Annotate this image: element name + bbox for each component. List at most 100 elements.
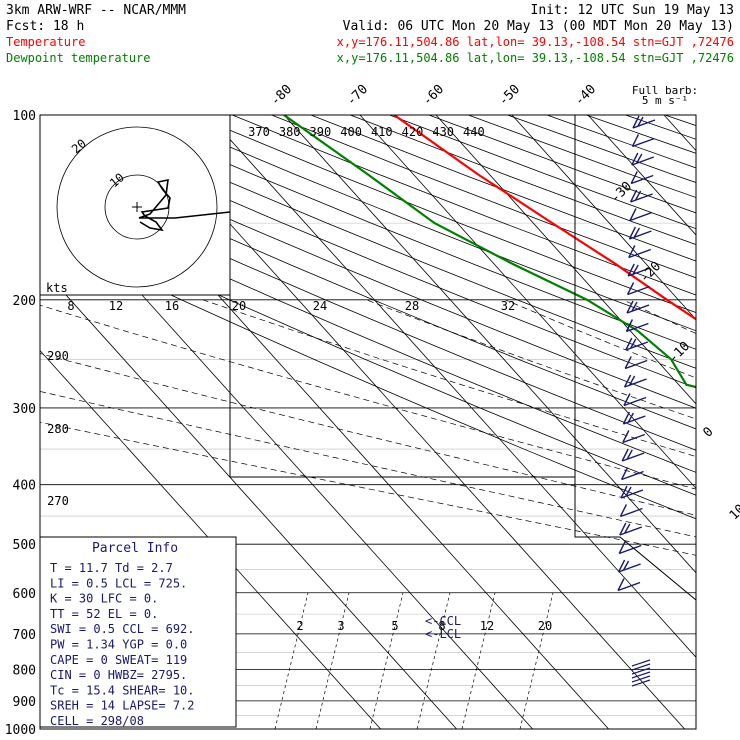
wind-barb-flag [620,467,629,480]
wind-barb [628,248,652,259]
wind-barb-flag [637,116,644,127]
pressure-tick-label: 700 [13,628,36,643]
wind-barb [631,679,651,687]
dry-adiabat [192,115,696,314]
moist-adiabat [40,421,696,556]
pressure-tick-label: 100 [13,109,36,124]
dry-adiabat [40,134,696,409]
wind-barb-flag [619,522,627,536]
theta-label-left: 280 [47,422,69,436]
wind-barb-flag [631,152,639,166]
theta-label: 430 [432,125,454,139]
valid-time: Valid: 06 UTC Mon 20 May 13 (00 MDT Mon … [343,19,734,34]
pressure-tick-label: 200 [13,294,36,309]
hodograph-trace [138,178,231,232]
wind-barb [623,396,647,407]
wind-barb [627,285,650,296]
wind-barb [624,378,647,388]
mixing-ratio-line [416,592,451,729]
theta-label: 420 [402,125,424,139]
pressure-tick-label: 300 [13,402,36,417]
wind-legend-unit: 5 m s⁻¹ [642,94,688,107]
skewed-temp-label: -80 [268,82,295,109]
wind-barb [620,507,643,518]
wind-barb-flag [634,190,642,201]
dry-adiabat [232,115,696,296]
dry-adiabat [625,115,696,140]
mixing-ratio-label: 12 [480,619,494,633]
wind-barb [626,304,650,314]
wind-barb-flag [630,171,638,184]
isotherm-line [283,115,696,574]
theta-label: 380 [279,125,301,139]
wind-barb-flag [623,393,631,406]
wind-barb [629,230,652,240]
theta-label: 400 [340,125,362,139]
dewpoint-point [637,330,640,333]
dewpoint-point [367,173,369,176]
dry-adiabat [40,233,696,520]
mixing-ratio-line [369,592,404,729]
inset-frame [229,114,576,478]
wind-legend-title: Full barb: [632,84,698,97]
temperature-point [666,299,668,301]
parcel-info-row: CIN = 0 HWBZ= 2795. [50,668,187,682]
parcel-info-row: CAPE = 0 SWEAT= 119 [50,653,187,667]
mixing-ratio-label: 20 [538,619,552,633]
wind-barb-flag [632,264,639,275]
wind-barb [624,359,648,370]
wind-barb-flag [617,578,625,591]
dry-adiabat [40,212,696,496]
dry-adiabat [586,115,696,154]
parcel-info-row: T = 11.7 Td = 2.7 [50,561,173,575]
moist-adiabat [40,391,696,538]
wind-barb [622,433,646,444]
pressure-tick-label: 600 [13,587,36,602]
hodograph-x-tick: 8 [67,299,74,313]
wind-barb [620,489,644,499]
theta-label: 440 [463,125,485,139]
wind-barb [632,119,656,129]
wind-barb-flag [625,337,633,351]
wind-barb-flag [621,448,629,462]
wind-barb [625,341,649,351]
temperature-point [551,222,554,224]
dry-adiabat [468,115,696,198]
parcel-info-row: Tc = 15.4 SHEAR= 10. [50,683,195,697]
wind-barb [630,193,653,203]
wind-barb-flag [625,319,634,332]
mixing-ratio-label: 8 [438,619,445,633]
hodograph-x-tick: 16 [165,299,179,313]
dry-adiabat [40,172,696,451]
init-time: Init: 12 UTC Sun 19 May 13 [531,3,735,18]
moist-adiabat [40,353,696,516]
wind-barb-flag [617,559,626,573]
temperature-point [713,330,715,332]
dry-adiabat [40,152,696,430]
wind-barb [619,526,643,536]
mixing-ratio-line [315,592,350,729]
dewpoint-point [433,222,436,224]
wind-barb-flag [636,153,643,164]
dewpoint-point [670,358,672,361]
wind-barb [631,663,651,671]
wind-barb [630,174,654,185]
forecast-hour: Fcst: 18 h [6,19,84,34]
wind-barb-flag [633,227,641,238]
theta-label-left: 290 [47,349,69,363]
dewpoint-legend: Dewpoint temperature [6,51,151,65]
dewpoint-profile [283,115,696,389]
wind-barb [618,563,641,573]
wind-barb-flag [618,541,626,554]
dry-adiabat [428,115,696,214]
dewpoint-location: x,y=176.11,504.86 lat,lon= 39.13,-108.54… [337,51,734,65]
pressure-tick-label: 400 [13,479,36,494]
mixing-ratio-line [519,592,554,729]
wind-barb-flag [626,449,633,460]
temperature-legend: Temperature [6,35,85,49]
dewpoint-point [586,299,588,301]
skewed-temp-label: -40 [572,82,599,109]
temperature-point [615,263,617,266]
mixing-ratio-line [274,592,309,729]
